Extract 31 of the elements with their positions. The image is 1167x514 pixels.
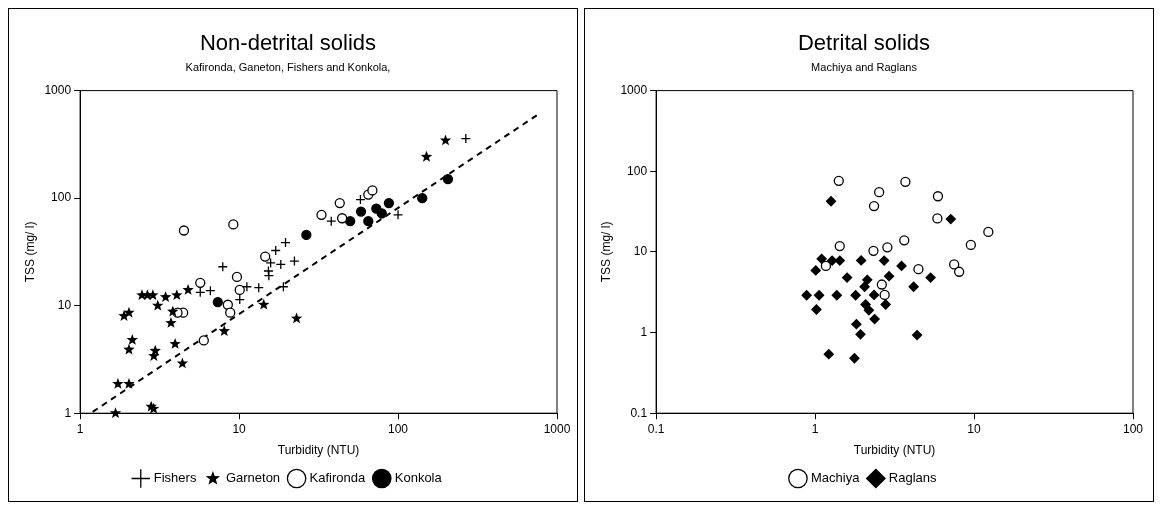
x-tick-label: 10 — [967, 421, 982, 436]
y-tick-label: 100 — [627, 163, 648, 178]
y-tick-label: 0.1 — [630, 405, 648, 420]
x-tick-label: 100 — [1122, 421, 1144, 436]
chart-subtitle: Kafironda, Ganeton, Fishers and Konkola, — [185, 61, 391, 74]
legend-label: Machiya — [810, 470, 861, 486]
x-tick-label: 1 — [811, 421, 819, 436]
y-axis-title: TSS (mg/ l) — [22, 221, 37, 283]
y-tick-label: 1000 — [44, 82, 72, 97]
x-axis-title: Turbidity (NTU) — [277, 443, 360, 458]
legend-label: Kafironda — [309, 470, 367, 486]
y-tick-label: 1 — [640, 324, 648, 339]
x-tick-label: 1000 — [543, 421, 571, 436]
y-tick-label: 1000 — [620, 82, 648, 97]
x-tick-label: 1 — [76, 421, 84, 436]
x-tick-label: 10 — [232, 421, 247, 436]
chart-subtitle: Machiya and Raglans — [811, 61, 918, 74]
y-tick-label: 10 — [57, 297, 72, 312]
legend-label: Fishers — [153, 470, 197, 486]
y-tick-label: 100 — [51, 190, 72, 205]
x-tick-label: 100 — [388, 421, 409, 436]
legend-label: Konkola — [394, 470, 443, 486]
legend-label: Raglans — [888, 470, 938, 486]
y-axis-title: TSS (mg/ l) — [598, 221, 613, 283]
y-tick-label: 1 — [64, 405, 72, 420]
y-tick-label: 10 — [633, 244, 648, 259]
chart-title: Non-detrital solids — [199, 30, 377, 56]
legend-label: Garneton — [225, 470, 281, 486]
x-axis-title: Turbidity (NTU) — [853, 443, 936, 458]
x-tick-label: 0.1 — [647, 421, 665, 436]
chart-title: Detrital solids — [797, 30, 931, 56]
